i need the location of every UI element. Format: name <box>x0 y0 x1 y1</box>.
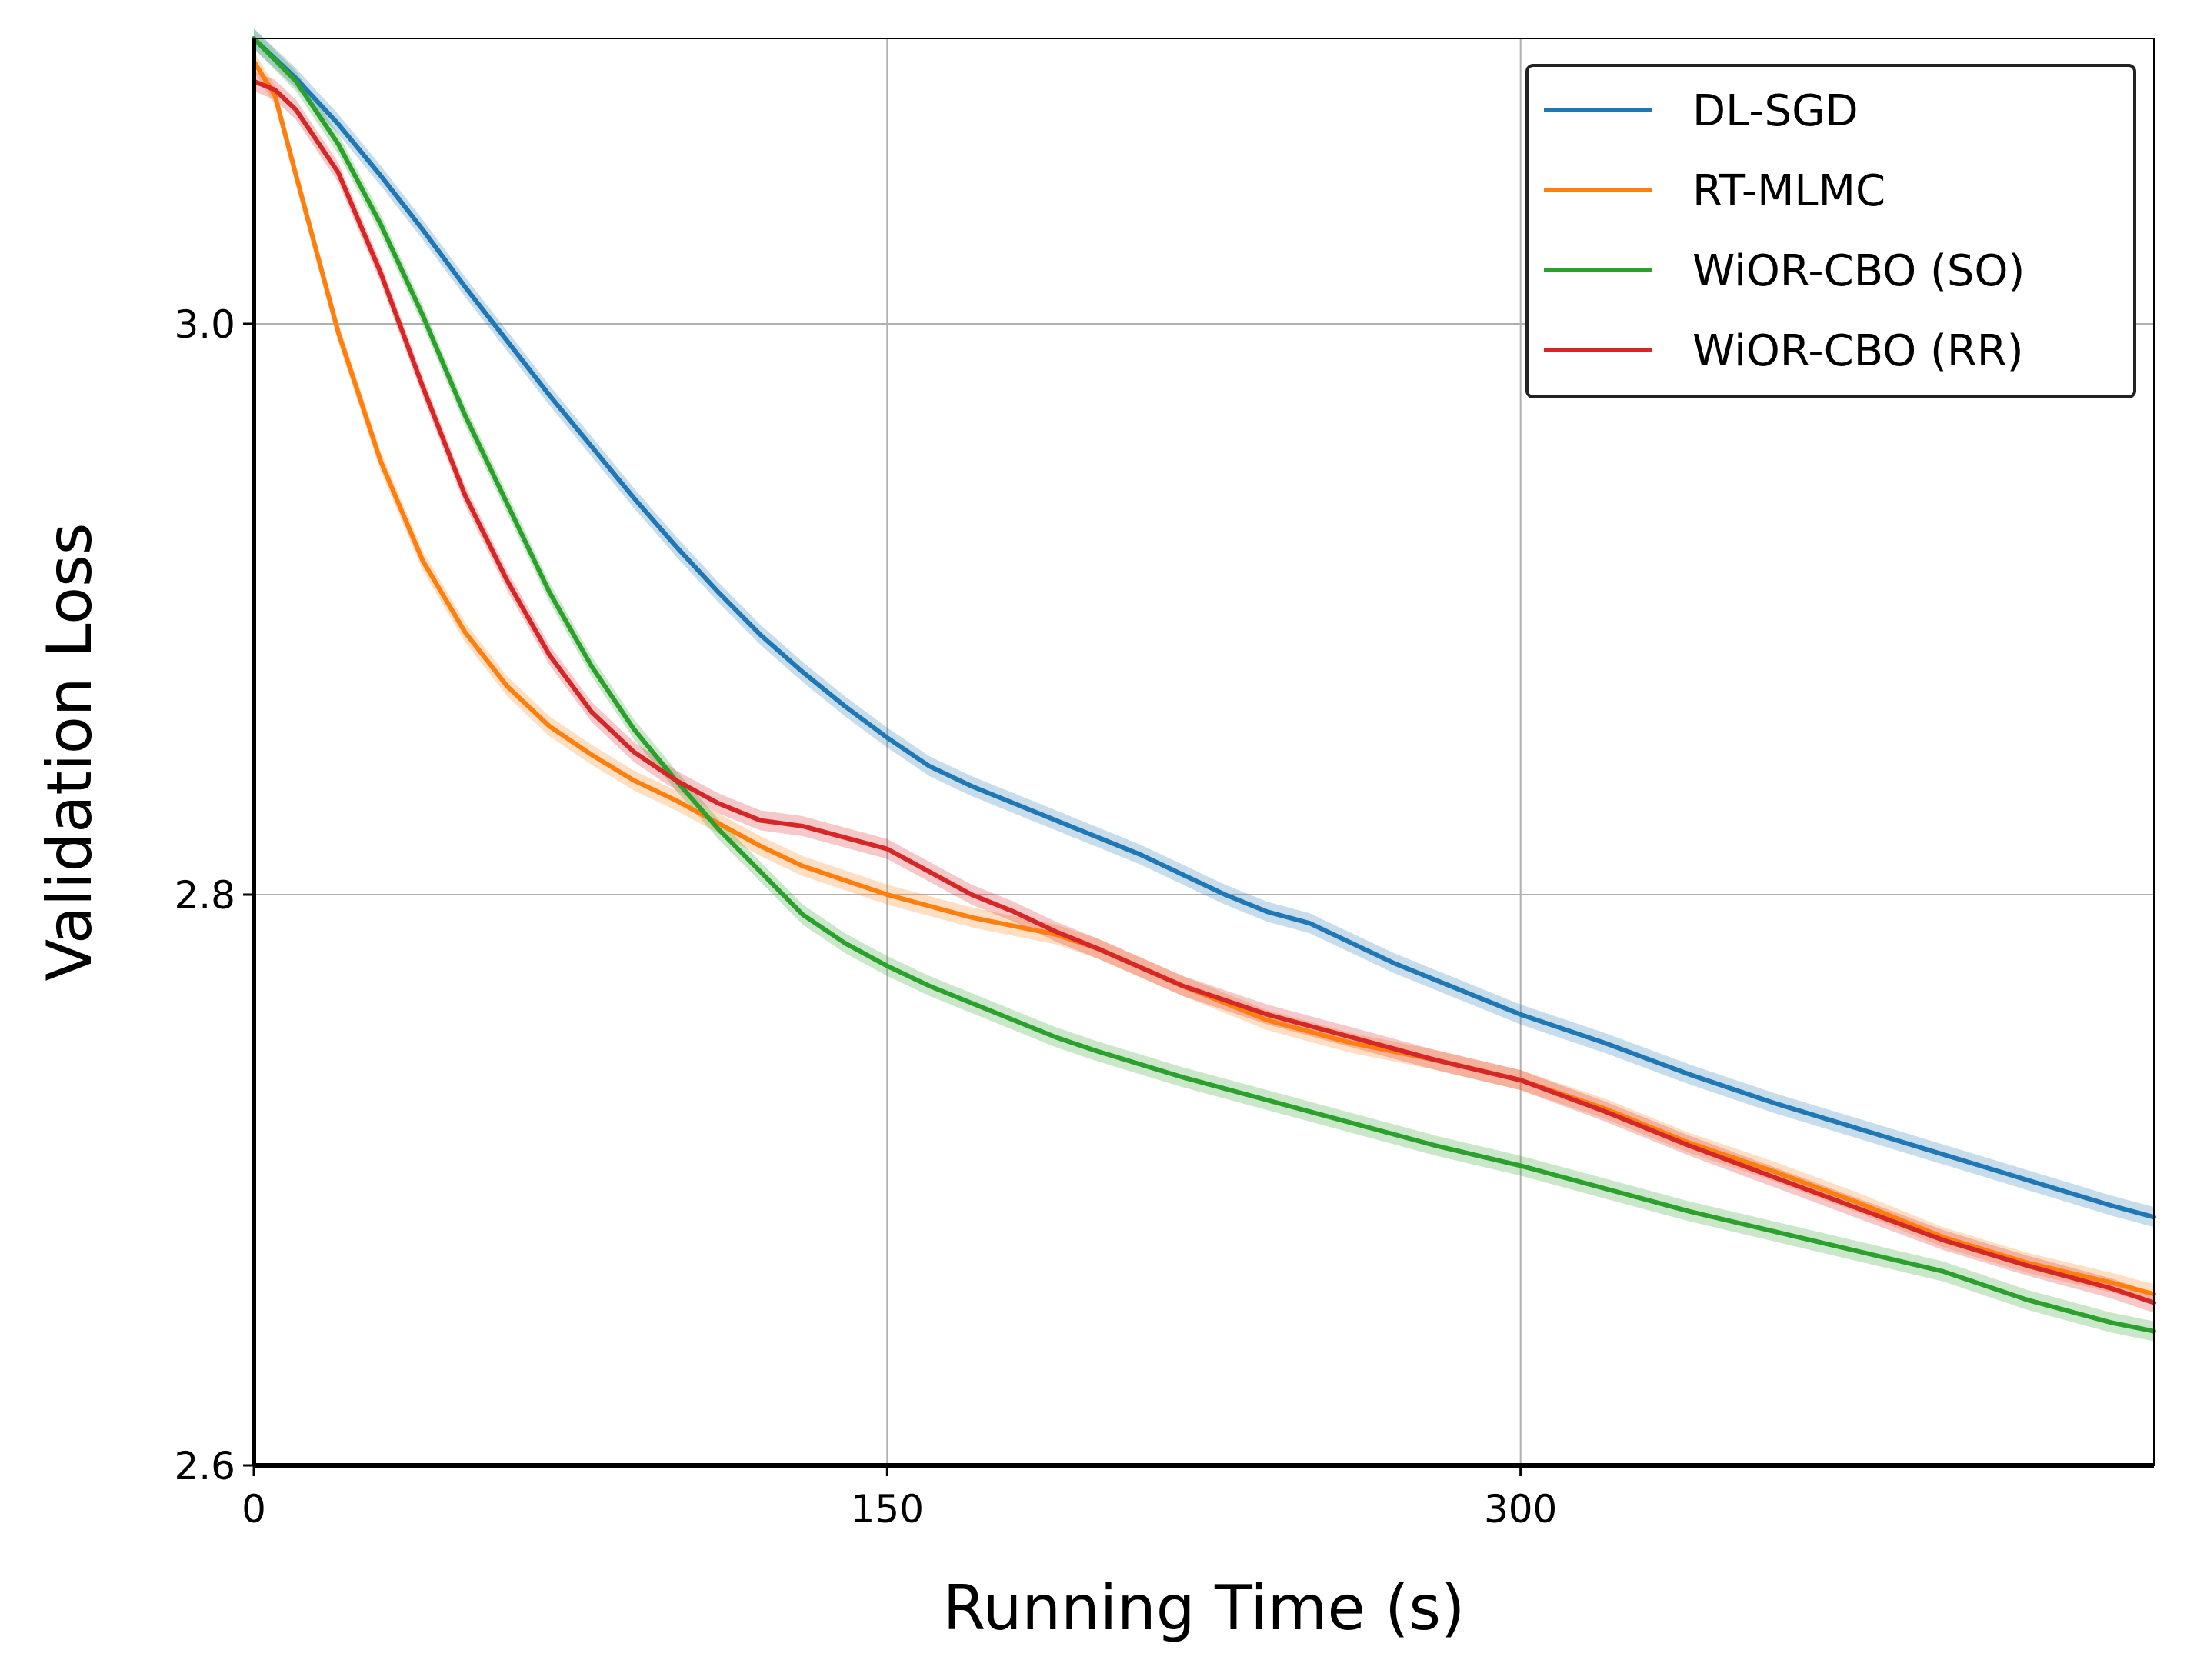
x-tick-label: 0 <box>242 1487 266 1532</box>
series-line-2 <box>252 36 2156 1334</box>
y-tick-label: 2.8 <box>174 873 235 918</box>
legend: DL-SGD RT-MLMC WiOR-CBO (SO) WiOR-CBO (RR) <box>1525 64 2136 398</box>
y-axis-title: Validation Loss <box>34 523 105 982</box>
y-tick-label: 2.6 <box>174 1444 235 1488</box>
legend-label: WiOR-CBO (RR) <box>1692 326 2024 376</box>
x-axis-title: Running Time (s) <box>943 1572 1465 1644</box>
axis-ticks: 0 150 300 2.6 2.8 3.0 <box>174 302 1557 1532</box>
series-lines <box>252 36 2156 1334</box>
x-tick-label: 300 <box>1484 1487 1557 1532</box>
legend-box <box>1525 64 2136 398</box>
confidence-bands <box>254 28 2154 1342</box>
legend-label: RT-MLMC <box>1692 166 1885 216</box>
series-band-2 <box>254 28 2154 1342</box>
legend-label: DL-SGD <box>1692 86 1859 136</box>
legend-label: WiOR-CBO (SO) <box>1692 246 2025 296</box>
series-line-1 <box>252 58 2156 1297</box>
x-tick-label: 150 <box>851 1487 924 1532</box>
y-tick-label: 3.0 <box>174 302 235 347</box>
series-line-0 <box>252 36 2156 1220</box>
grid <box>254 38 2154 1465</box>
series-line-3 <box>252 78 2156 1305</box>
